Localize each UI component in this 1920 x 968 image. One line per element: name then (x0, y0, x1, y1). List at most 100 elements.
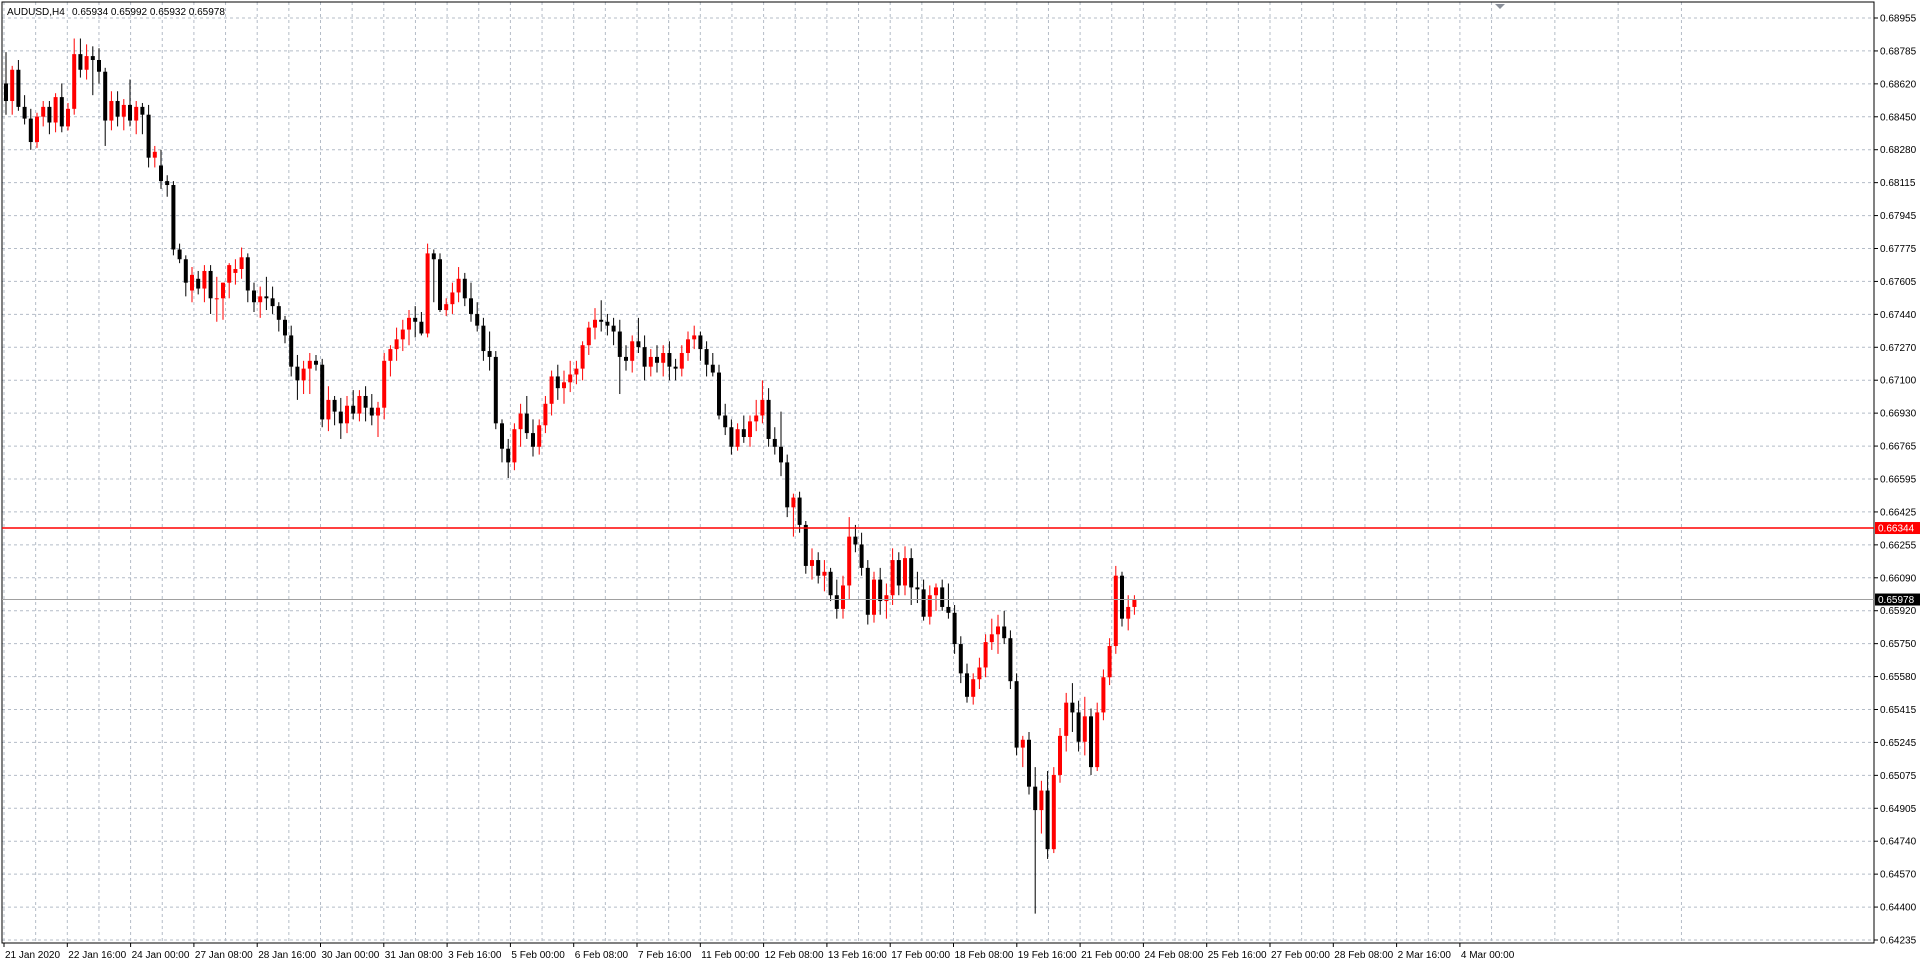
price-tick-label: 0.66090 (1880, 573, 1917, 584)
candle-body-bearish (915, 587, 920, 590)
candle-body-bullish (394, 339, 399, 350)
time-tick-label: 13 Feb 16:00 (828, 950, 887, 961)
candle-body-bullish (580, 345, 585, 369)
candle-body-bearish (128, 104, 132, 121)
price-tick-label: 0.68115 (1880, 178, 1916, 189)
candle-body-bullish (326, 399, 331, 420)
candle-body-bullish (388, 349, 393, 361)
time-tick-label: 31 Jan 08:00 (385, 950, 443, 961)
candle-body-bearish (369, 407, 374, 416)
candle-body-bullish (996, 626, 1000, 635)
candle-body-bearish (140, 106, 145, 115)
candle-body-bearish (599, 319, 604, 322)
candle-body-bullish (1126, 606, 1131, 619)
candle-body-bearish (853, 536, 858, 545)
candle-body-bullish (357, 395, 362, 414)
time-tick-label: 28 Feb 08:00 (1334, 950, 1393, 961)
price-tick-label: 0.67100 (1880, 376, 1917, 387)
candle-body-bearish (320, 364, 325, 420)
candle-body-bearish (741, 429, 746, 438)
time-tick-label: 11 Feb 00:00 (701, 950, 760, 961)
plot-frame (1, 1, 1875, 944)
candle-body-bearish (909, 558, 914, 588)
candle-body-bearish (636, 341, 641, 348)
candle-body-bearish (1014, 681, 1019, 748)
candle-body-bullish (512, 429, 517, 463)
candle-body-bearish (704, 349, 709, 365)
candle-body-bullish (686, 339, 690, 354)
time-tick-label: 12 Feb 08:00 (765, 950, 824, 961)
candle-body-bullish (456, 278, 461, 293)
candle-body-bullish (884, 595, 889, 602)
candle-body-bullish (152, 151, 157, 158)
candle-body-bearish (16, 69, 21, 107)
candle-body-bullish (202, 270, 207, 289)
level-price-text: 0.66344 (1878, 524, 1915, 535)
price-tick-label: 0.65075 (1880, 771, 1917, 782)
price-tick-label: 0.66255 (1880, 540, 1917, 551)
time-tick-label: 24 Jan 00:00 (132, 950, 190, 961)
candle-body-bearish (717, 372, 721, 416)
candle-body-bullish (35, 116, 39, 143)
candle-body-bullish (934, 587, 938, 596)
candle-body-bearish (729, 427, 734, 447)
time-tick-label: 2 Mar 16:00 (1398, 950, 1452, 961)
candle-body-bearish (531, 433, 535, 447)
candle-body-bullish (518, 413, 523, 430)
time-tick-label: 17 Feb 00:00 (891, 950, 950, 961)
candle-body-bullish (425, 253, 430, 334)
candle-body-bearish (487, 351, 492, 357)
chart-shift-marker-icon[interactable] (1495, 4, 1505, 9)
price-axis[interactable]: 0.68955 0.68785 0.68620 0.68450 0.68280 0.681… (1874, 14, 1917, 947)
candle-body-bearish (196, 278, 201, 289)
price-tick-label: 0.68450 (1880, 112, 1917, 123)
candle-body-bearish (97, 59, 101, 72)
time-tick-label: 28 Jan 16:00 (258, 950, 316, 961)
candle-body-bullish (1039, 790, 1044, 811)
price-tick-label: 0.67605 (1880, 277, 1917, 288)
candle-body-bullish (301, 368, 306, 381)
candle-body-bearish (289, 335, 294, 367)
candle-body-bearish (413, 317, 418, 322)
price-tick-label: 0.68280 (1880, 145, 1917, 156)
price-tick-label: 0.68785 (1880, 46, 1917, 57)
candle-body-bullish (72, 54, 77, 109)
price-tick-label: 0.67945 (1880, 211, 1917, 222)
time-tick-label: 19 Feb 16:00 (1018, 950, 1077, 961)
candle-body-bearish (797, 497, 802, 525)
candle-body-bullish (847, 536, 852, 586)
candle-body-bearish (283, 319, 287, 336)
candle-body-bullish (1082, 716, 1087, 742)
candle-body-bullish (1064, 702, 1069, 736)
candle-body-bearish (878, 579, 883, 602)
candle-body-bearish (270, 298, 275, 307)
candle-body-bullish (562, 382, 566, 389)
price-tick-label: 0.67270 (1880, 343, 1917, 354)
candle-body-bullish (400, 329, 405, 340)
time-tick-label: 7 Feb 16:00 (638, 950, 692, 961)
price-tick-label: 0.64740 (1880, 837, 1917, 848)
time-tick-label: 4 Mar 00:00 (1461, 950, 1515, 961)
chart-symbol-title: AUDUSD,H4 (7, 7, 65, 18)
price-tick-label: 0.66930 (1880, 409, 1917, 420)
candle-body-bearish (506, 448, 511, 463)
candle-body-bullish (190, 274, 194, 291)
candle-body-bearish (624, 356, 628, 361)
candle-body-bearish (475, 313, 480, 326)
candle-body-bearish (611, 325, 616, 332)
candle-body-bullish (735, 429, 740, 447)
time-axis[interactable]: 21 Jan 2020 22 Jan 16:00 24 Jan 00:00 27 Ja… (3, 943, 1515, 961)
price-tick-label: 0.65580 (1880, 672, 1917, 683)
candle-body-bearish (1027, 739, 1031, 787)
candle-body-bearish (723, 415, 728, 428)
candle-body-bearish (921, 589, 926, 617)
candle-body-bearish (710, 364, 715, 373)
candle-body-bullish (1132, 599, 1137, 607)
candle-body-bullish (754, 415, 759, 422)
candle-body-bearish (171, 185, 176, 250)
candle-body-bullish (214, 298, 219, 300)
candle-body-bearish (22, 106, 27, 119)
candle-body-bearish (779, 446, 783, 463)
